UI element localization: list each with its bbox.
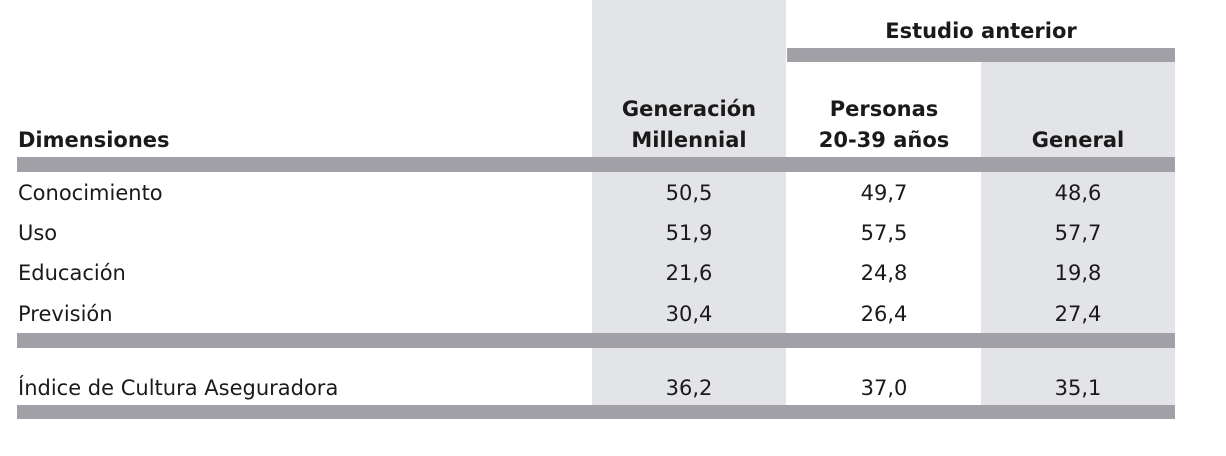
cell-personas: 24,8 (860, 261, 908, 285)
column-header-personas-line1: Personas (829, 97, 939, 121)
cell-personas: 49,7 (860, 181, 908, 205)
group-header-rule (787, 48, 1175, 62)
column-header-millennial-line2: Millennial (631, 128, 747, 152)
cell-millennial: 21,6 (665, 261, 713, 285)
row-label-prevision: Previsión (18, 302, 113, 326)
cell-general: 27,4 (1054, 302, 1102, 326)
cell-general: 19,8 (1054, 261, 1102, 285)
cell-general: 57,7 (1054, 221, 1102, 245)
column-header-general: General (1031, 128, 1125, 152)
general-column-shade (981, 62, 1175, 406)
group-header-estudio-anterior: Estudio anterior (885, 19, 1077, 43)
row-label-indice: Índice de Cultura Aseguradora (18, 376, 339, 400)
subtotal-rule (17, 333, 1175, 348)
cell-personas: 57,5 (860, 221, 908, 245)
column-header-personas-line2: 20-39 años (818, 128, 950, 152)
cell-millennial: 36,2 (665, 376, 713, 400)
header-rule (17, 157, 1175, 172)
cell-personas: 37,0 (860, 376, 908, 400)
cell-millennial: 50,5 (665, 181, 713, 205)
cell-general: 35,1 (1054, 376, 1102, 400)
cell-millennial: 30,4 (665, 302, 713, 326)
cell-millennial: 51,9 (665, 221, 713, 245)
row-label-uso: Uso (18, 221, 58, 245)
column-header-millennial-line1: Generación (621, 97, 757, 121)
column-header-dimensiones: Dimensiones (18, 128, 170, 152)
cell-general: 48,6 (1054, 181, 1102, 205)
cell-personas: 26,4 (860, 302, 908, 326)
row-label-conocimiento: Conocimiento (18, 181, 163, 205)
bottom-rule (17, 405, 1175, 419)
row-label-educacion: Educación (18, 261, 126, 285)
